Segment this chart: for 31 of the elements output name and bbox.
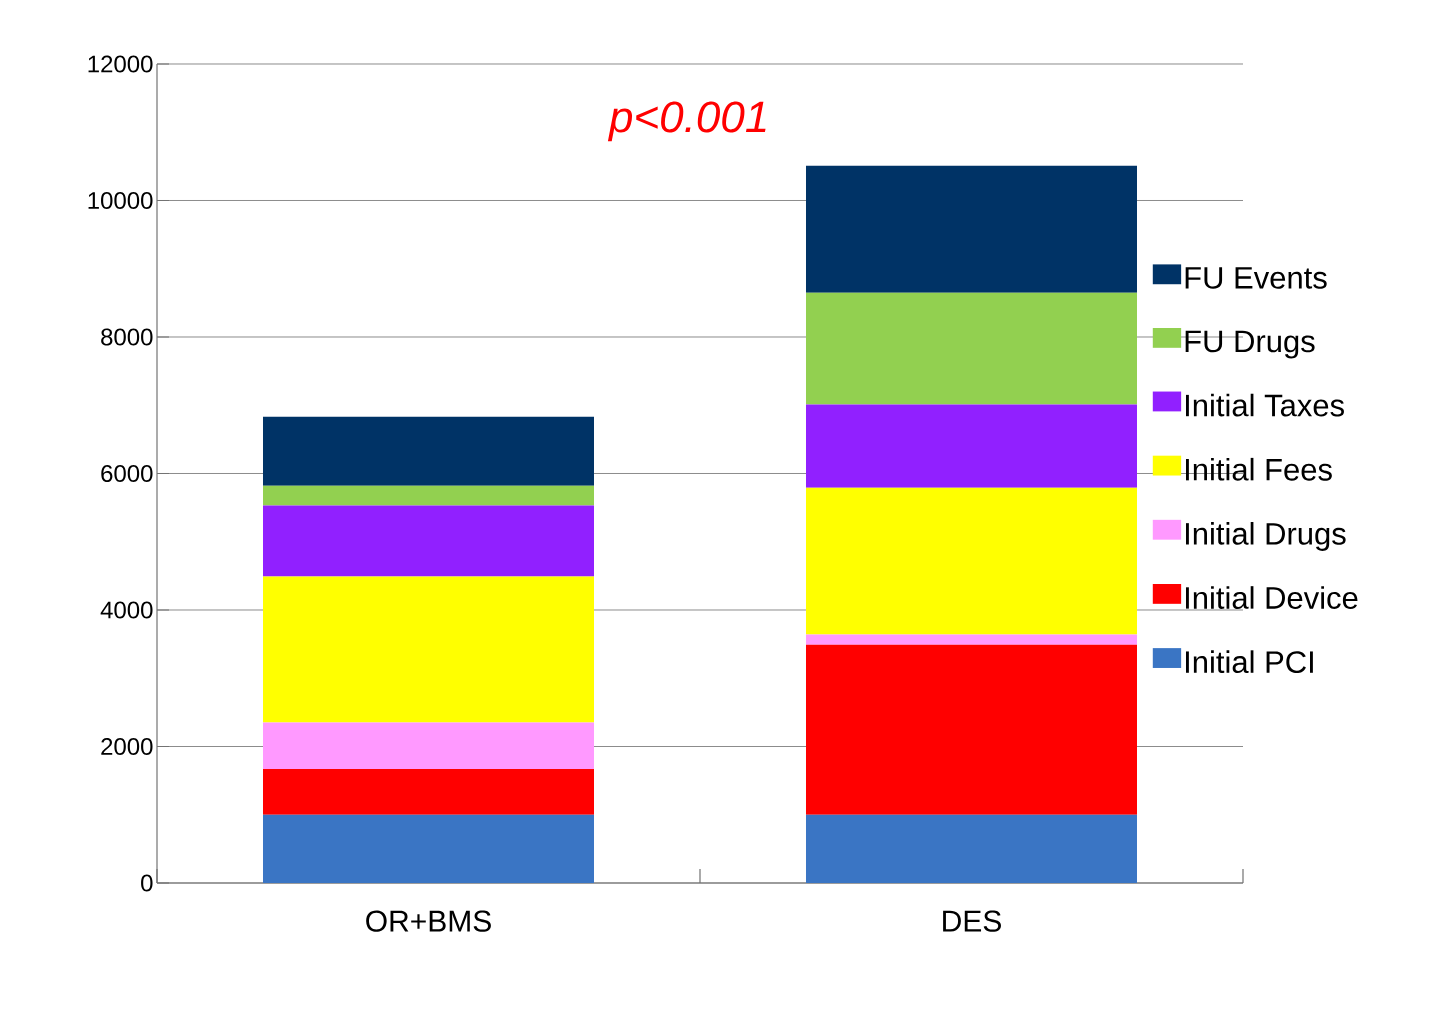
bar: [806, 165, 1137, 293]
bar: [806, 404, 1137, 488]
legend-label: Initial Taxes: [1185, 393, 1344, 417]
bar: [806, 292, 1137, 405]
y-tick-label: 10000: [88, 191, 153, 209]
y-tick-label: 8000: [101, 328, 153, 346]
legend-label: Initial PCI: [1185, 650, 1313, 674]
y-tick-label: 2000: [101, 737, 153, 755]
legend-label: Initial Device: [1185, 586, 1358, 609]
bar: [263, 814, 594, 883]
legend-label: Initial Fees: [1185, 457, 1332, 481]
legend-label: FU Drugs: [1185, 330, 1315, 359]
y-tick-label: 4000: [100, 601, 153, 619]
bar: [263, 722, 594, 770]
y-tick-label: 12000: [88, 55, 153, 73]
y-tick-label: 6000: [101, 464, 153, 482]
bar: [263, 485, 594, 506]
y-tick-label: 0: [141, 874, 153, 892]
annotation: p<0.001: [607, 101, 766, 142]
legend-label: Initial Drugs: [1185, 522, 1346, 551]
x-tick-label: OR+BMS: [366, 910, 491, 932]
bar: [806, 487, 1137, 635]
x-tick-label: DES: [943, 910, 1001, 932]
legend-label: FU Events: [1185, 267, 1327, 289]
bar: [806, 634, 1137, 645]
bar: [263, 576, 594, 723]
bar: [263, 769, 594, 815]
bar: [806, 644, 1137, 815]
bar: [263, 416, 594, 486]
bar: [806, 814, 1137, 883]
bar: [263, 505, 594, 577]
